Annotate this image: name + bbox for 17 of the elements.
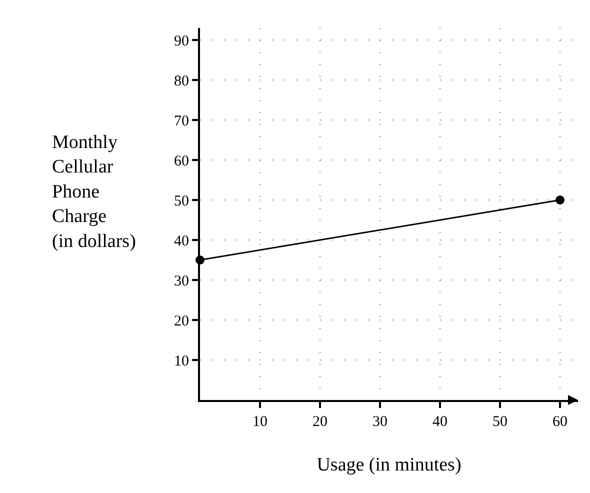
y-tick-label: 30 [174, 273, 189, 290]
x-tick-label: 60 [552, 414, 568, 430]
y-tick-label: 70 [174, 113, 189, 130]
y-tick-label: 10 [174, 353, 189, 370]
y-tick-label: 50 [174, 193, 189, 210]
y-tick-label: 40 [174, 233, 189, 250]
x-tick-label: 10 [252, 414, 268, 430]
x-tick-label: 20 [312, 414, 328, 430]
x-tick-label: 30 [372, 414, 388, 430]
y-tick-label: 90 [174, 33, 189, 50]
x-tick-label: 50 [492, 414, 508, 430]
y-tick-label: 60 [174, 153, 189, 170]
y-axis-title: Monthly Cellular Phone Charge (in dollars) [52, 132, 136, 252]
y-tick-label: 20 [174, 313, 189, 330]
y-tick-label: 80 [174, 73, 189, 90]
x-tick-label: 40 [432, 414, 448, 430]
x-axis-title: Usage (in minutes) [316, 454, 462, 476]
